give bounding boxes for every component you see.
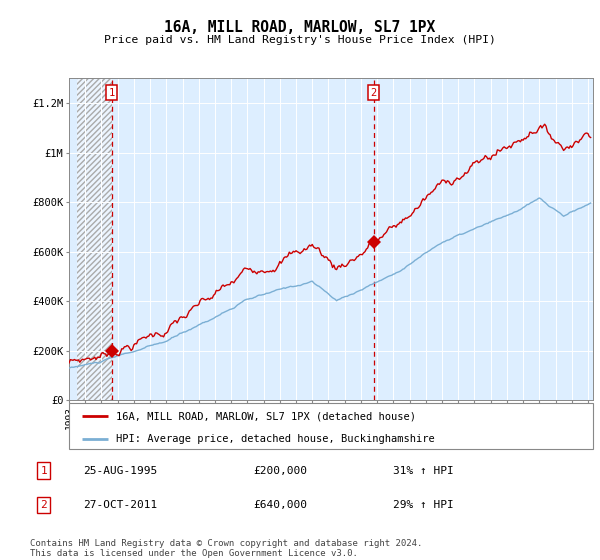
Text: 27-OCT-2011: 27-OCT-2011 [83,500,157,510]
Bar [77,78,112,400]
Text: £200,000: £200,000 [253,465,307,475]
Text: 25-AUG-1995: 25-AUG-1995 [83,465,157,475]
Text: 16A, MILL ROAD, MARLOW, SL7 1PX: 16A, MILL ROAD, MARLOW, SL7 1PX [164,20,436,35]
Text: 2: 2 [41,500,47,510]
Text: 29% ↑ HPI: 29% ↑ HPI [392,500,454,510]
FancyBboxPatch shape [69,403,593,449]
Text: Price paid vs. HM Land Registry's House Price Index (HPI): Price paid vs. HM Land Registry's House … [104,35,496,45]
Text: 1: 1 [109,88,115,98]
Text: 31% ↑ HPI: 31% ↑ HPI [392,465,454,475]
Text: £640,000: £640,000 [253,500,307,510]
Text: 16A, MILL ROAD, MARLOW, SL7 1PX (detached house): 16A, MILL ROAD, MARLOW, SL7 1PX (detache… [116,411,416,421]
Text: 2: 2 [371,88,377,98]
Text: Contains HM Land Registry data © Crown copyright and database right 2024.
This d: Contains HM Land Registry data © Crown c… [30,539,422,558]
Text: HPI: Average price, detached house, Buckinghamshire: HPI: Average price, detached house, Buck… [116,434,435,444]
Bar [77,78,112,400]
Text: 1: 1 [41,465,47,475]
